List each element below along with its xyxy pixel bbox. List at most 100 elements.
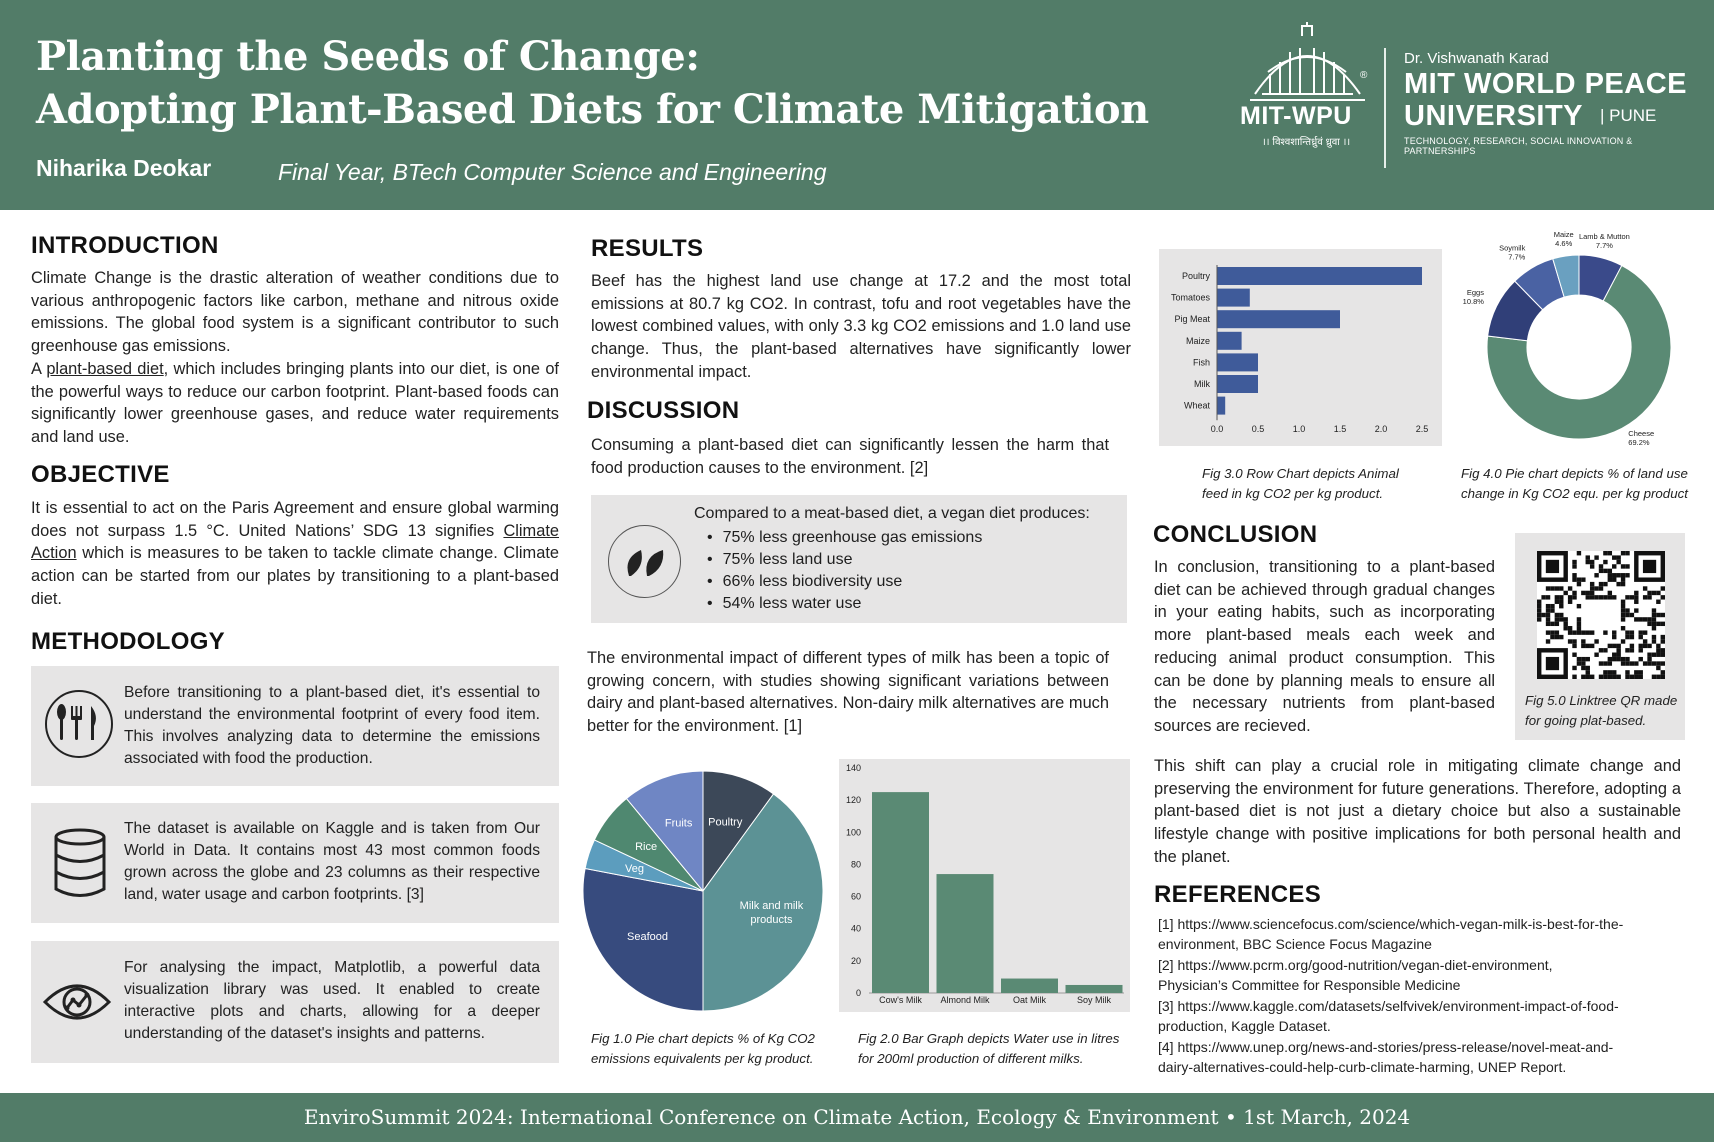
qr-module xyxy=(1567,626,1573,631)
qr-module xyxy=(1620,639,1626,644)
qr-module xyxy=(1572,639,1577,644)
qr-module xyxy=(1607,573,1613,578)
qr-module xyxy=(1598,648,1604,653)
qr-module xyxy=(1607,670,1613,675)
qr-module xyxy=(1625,670,1630,675)
qr-module xyxy=(1559,634,1564,640)
row-label-wheat: Wheat xyxy=(1184,401,1211,411)
database-icon xyxy=(54,828,106,897)
qr-module xyxy=(1647,656,1652,662)
qr-module xyxy=(1620,612,1626,618)
bar-oat-milk xyxy=(1001,978,1058,993)
qr-module xyxy=(1647,590,1652,596)
climate-action-link[interactable]: Climate Action xyxy=(31,521,559,563)
qr-module xyxy=(1620,573,1626,578)
row-bar-tomatoes xyxy=(1217,288,1250,307)
fig2-caption: Fig 2.0 Bar Graph depicts Water use in l… xyxy=(858,1029,1119,1069)
donut-label-eggs: Eggs 10.8% xyxy=(1463,288,1485,306)
qr-module xyxy=(1616,643,1621,649)
footer-banner: EnviroSummit 2024: International Confere… xyxy=(0,1093,1714,1142)
y-tick-label: 40 xyxy=(851,924,861,934)
dome-icon xyxy=(1250,22,1365,101)
qr-module xyxy=(1550,621,1555,627)
linktree-qr-code[interactable] xyxy=(1537,551,1665,679)
qr-module xyxy=(1638,634,1643,640)
qr-module xyxy=(1576,656,1582,662)
qr-module xyxy=(1585,670,1590,675)
qr-module xyxy=(1554,617,1560,622)
qr-module xyxy=(1537,612,1542,618)
logo-motto: ।। विश्वशान्तिर्ध्रुवं ध्रुवा ।। xyxy=(1262,137,1351,148)
qr-module xyxy=(1581,665,1586,671)
row-label-pig-meat: Pig Meat xyxy=(1174,314,1210,324)
qr-module xyxy=(1576,617,1582,622)
qr-module xyxy=(1572,577,1577,582)
qr-module xyxy=(1638,656,1643,662)
qr-module xyxy=(1660,612,1665,618)
pie-label-milk-and-milk-products: Milk and milk products xyxy=(740,900,804,926)
qr-module xyxy=(1567,599,1573,604)
row-bar-fish xyxy=(1217,353,1258,372)
qr-module xyxy=(1537,603,1542,609)
row-bar-pig-meat xyxy=(1217,310,1340,329)
qr-module xyxy=(1634,608,1639,613)
plant-based-diet-link[interactable]: plant-based diet xyxy=(46,359,164,378)
qr-module xyxy=(1660,652,1665,657)
reference-1-line-1: [1] https://www.sciencefocus.com/science… xyxy=(1158,916,1624,932)
qr-module xyxy=(1656,590,1661,596)
qr-module xyxy=(1585,630,1590,635)
qr-module xyxy=(1563,626,1568,631)
fig2-caption-line1: Fig 2.0 Bar Graph depicts Water use in l… xyxy=(858,1031,1120,1046)
x-tick-label-almond-milk: Almond Milk xyxy=(940,995,990,1005)
logo-city: | PUNE xyxy=(1600,106,1657,125)
qr-module xyxy=(1572,564,1577,569)
qr-module xyxy=(1545,586,1551,591)
qr-module xyxy=(1625,648,1630,653)
objective-pre: It is essential to act on the Paris Agre… xyxy=(31,499,559,540)
qr-module xyxy=(1634,590,1639,596)
qr-module xyxy=(1594,595,1599,600)
qr-module xyxy=(1651,621,1657,627)
qr-module xyxy=(1598,595,1604,600)
qr-module xyxy=(1620,551,1626,556)
qr-module xyxy=(1545,617,1551,622)
qr-module xyxy=(1612,595,1617,600)
reference-4[interactable]: [4] https://www.unep.org/news-and-storie… xyxy=(1158,1037,1678,1078)
row-label-milk: Milk xyxy=(1194,379,1210,389)
qr-module xyxy=(1545,608,1551,613)
reference-3[interactable]: [3] https://www.kaggle.com/datasets/self… xyxy=(1158,996,1678,1037)
list-item: 75% less land use xyxy=(707,549,982,571)
analytics-eye-icon xyxy=(42,984,112,1020)
pie-label-rice: Rice xyxy=(635,841,657,853)
qr-module xyxy=(1642,643,1648,649)
qr-module xyxy=(1651,652,1657,657)
qr-module xyxy=(1629,630,1635,635)
methodology-box-2 xyxy=(31,803,559,923)
qr-module xyxy=(1603,648,1608,653)
qr-module xyxy=(1660,634,1665,640)
reference-1[interactable]: [1] https://www.sciencefocus.com/science… xyxy=(1158,914,1678,955)
qr-module xyxy=(1589,581,1595,587)
vegan-benefits-list: 75% less greenhouse gas emissions 75% le… xyxy=(707,527,983,615)
methodology-text-2: The dataset is available on Kaggle and i… xyxy=(124,820,540,903)
qr-module xyxy=(1656,665,1661,671)
qr-module xyxy=(1638,630,1643,635)
intro-p2-pre: A xyxy=(31,359,47,378)
conclusion-heading: CONCLUSION xyxy=(1153,521,1318,548)
x-tick-label: 2.5 xyxy=(1416,424,1429,434)
qr-module xyxy=(1660,648,1665,653)
reference-2[interactable]: [2] https://www.pcrm.org/good-nutrition/… xyxy=(1158,955,1678,996)
land-use-donut-chart: Lamb & Mutton 7.7% Cheese 69.2% Eggs 10.8% Soy… xyxy=(1463,230,1672,447)
qr-module xyxy=(1581,674,1586,679)
qr-module xyxy=(1559,617,1564,622)
y-tick-label: 60 xyxy=(851,892,861,902)
qr-module xyxy=(1550,630,1555,635)
qr-module xyxy=(1545,621,1551,627)
fig4-caption-line2: change in Kg CO2 equ. per kg product xyxy=(1461,486,1688,501)
qr-module xyxy=(1581,656,1586,662)
row-label-maize: Maize xyxy=(1186,336,1210,346)
qr-module xyxy=(1554,621,1560,627)
introduction-heading: INTRODUCTION xyxy=(31,232,219,259)
qr-module xyxy=(1554,595,1560,600)
qr-module xyxy=(1585,643,1590,649)
